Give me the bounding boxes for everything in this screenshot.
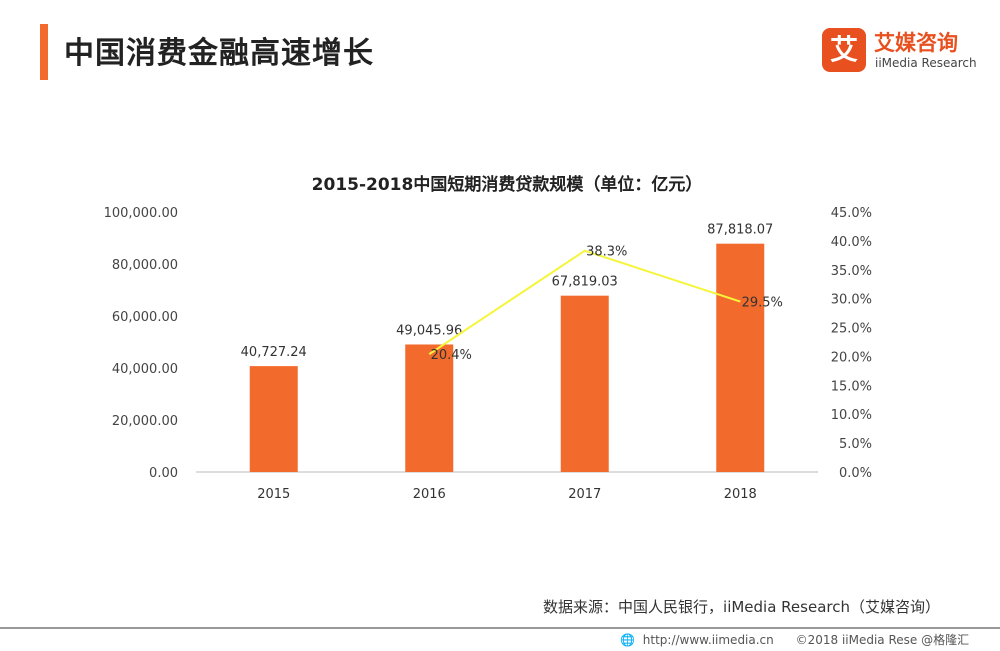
y-right-tick-label: 0.0% (839, 466, 872, 481)
x-tick-label: 2017 (568, 487, 601, 502)
bar-data-label: 67,819.03 (552, 275, 618, 290)
x-tick-label: 2015 (257, 487, 290, 502)
data-source: 数据来源：中国人民银行，iiMedia Research（艾媒咨询） (543, 598, 940, 616)
bar-data-label: 40,727.24 (241, 345, 307, 360)
y-right-tick-label: 40.0% (831, 235, 872, 250)
line-data-label: 38.3% (586, 245, 627, 260)
y-left-tick-label: 60,000.00 (112, 310, 178, 325)
line-data-label: 29.5% (742, 296, 783, 311)
logo-name-en: iiMedia Research (875, 56, 977, 70)
logo-mark-icon: 艾 (822, 28, 866, 72)
y-left-tick-label: 40,000.00 (112, 362, 178, 377)
y-right-tick-label: 45.0% (831, 206, 872, 221)
bar-data-label: 87,818.07 (707, 223, 773, 238)
y-left-tick-label: 80,000.00 (112, 258, 178, 273)
y-left-tick-label: 100,000.00 (104, 206, 178, 221)
chart: 2015-2018中国短期消费贷款规模（单位：亿元） 0.00 20,000.00 4… (104, 174, 872, 502)
bar-2018 (716, 243, 765, 472)
bar-2015 (249, 366, 298, 472)
footer-watermark: @格隆汇 (921, 633, 970, 647)
globe-icon: 🌐 (620, 633, 635, 647)
footer-divider (0, 627, 1000, 629)
footer-copyright: ©2018 iiMedia Rese (795, 633, 918, 647)
growth-rate-line (428, 249, 741, 355)
logo-name-cn: 艾媒咨询 (874, 31, 958, 55)
chart-title: 2015-2018中国短期消费贷款规模（单位：亿元） (312, 174, 703, 195)
bar-2017 (560, 295, 609, 472)
y-right-tick-label: 5.0% (839, 437, 872, 452)
y-left-tick-label: 20,000.00 (112, 414, 178, 429)
line-data-label: 20.4% (431, 348, 472, 363)
title-accent-bar (40, 24, 48, 80)
bar-2016 (405, 344, 454, 472)
footer: 🌐 http://www.iimedia.cn ©2018 iiMedia Re… (620, 631, 969, 648)
y-left-tick-label: 0.00 (149, 466, 178, 481)
x-tick-label: 2016 (413, 487, 446, 502)
y-right-tick-label: 25.0% (831, 322, 872, 337)
y-right-tick-label: 35.0% (831, 264, 872, 279)
y-right-tick-label: 20.0% (831, 350, 872, 365)
y-right-tick-label: 15.0% (831, 379, 872, 394)
y-right-tick-label: 30.0% (831, 293, 872, 308)
bar-data-label: 49,045.96 (396, 323, 462, 338)
page-title: 中国消费金融高速增长 (64, 36, 374, 71)
footer-url: http://www.iimedia.cn (642, 633, 774, 647)
x-tick-label: 2018 (724, 487, 757, 502)
y-right-tick-label: 10.0% (831, 408, 872, 423)
